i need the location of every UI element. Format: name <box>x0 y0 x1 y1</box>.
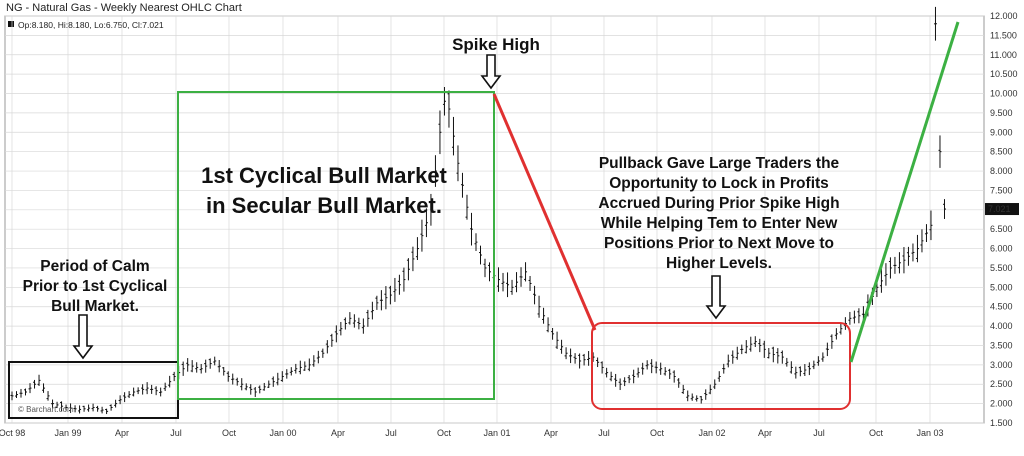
y-tick-label: 4.000 <box>990 321 1013 331</box>
y-tick-label: 8.000 <box>990 166 1013 176</box>
x-tick-label: Jan 03 <box>916 428 943 438</box>
decline-trend-line <box>492 93 597 331</box>
period-calm-label: Prior to 1st Cyclical <box>23 278 168 295</box>
x-tick-label: Jul <box>170 428 182 438</box>
x-tick-label: Oct <box>650 428 665 438</box>
x-tick-label: Apr <box>758 428 772 438</box>
x-axis: Oct 98 Jan 99 Apr Jul Oct Jan 00 Apr Jul Oct Jan … <box>0 428 944 438</box>
x-tick-label: Apr <box>331 428 345 438</box>
y-tick-label: 3.000 <box>990 360 1013 370</box>
pullback-label: Pullback Gave Large Traders the <box>599 155 840 172</box>
y-tick-label: 11.500 <box>990 30 1017 40</box>
y-tick-label: 4.500 <box>990 302 1013 312</box>
x-tick-label: Oct <box>437 428 452 438</box>
ohlc-readout: Op:8.180, Hi:8.180, Lo:6.750, Cl:7.021 <box>18 20 164 30</box>
y-tick-label: 3.500 <box>990 340 1013 350</box>
x-tick-label: Jul <box>385 428 397 438</box>
y-tick-label: 11.000 <box>990 50 1017 60</box>
y-tick-label: 9.000 <box>990 127 1013 137</box>
pullback-label: Positions Prior to Next Move to <box>604 235 834 252</box>
period-calm-label: Bull Market. <box>51 298 139 315</box>
x-tick-label: Apr <box>115 428 129 438</box>
watermark: © Barchart.com <box>18 405 74 414</box>
period-calm-label: Period of Calm <box>40 258 149 275</box>
cyclical-bull-label: 1st Cyclical Bull Market <box>201 163 447 188</box>
rally-trend-line <box>849 21 960 363</box>
y-tick-label: 10.000 <box>990 89 1018 99</box>
ohlc-bars <box>10 6 946 415</box>
y-tick-label: 6.000 <box>990 244 1013 254</box>
x-tick-label: Apr <box>544 428 558 438</box>
pullback-label: Accrued During Prior Spike High <box>598 195 839 212</box>
y-axis: 1.500 2.000 2.500 3.000 3.500 4.000 4.500 5.000… <box>985 11 1019 428</box>
cyclical-bull-label: in Secular Bull Market. <box>206 193 442 218</box>
calm-arrow-icon <box>72 314 94 360</box>
x-tick-label: Oct <box>222 428 237 438</box>
y-tick-label: 8.500 <box>990 147 1013 157</box>
chart-title: NG - Natural Gas - Weekly Nearest OHLC C… <box>6 2 242 14</box>
bull-box <box>177 91 495 400</box>
x-tick-label: Jan 02 <box>698 428 725 438</box>
pullback-label: While Helping Tem to Enter New <box>601 215 838 232</box>
x-tick-label: Jan 01 <box>483 428 510 438</box>
annotation-labels: Spike High 1st Cyclical Bull Market in Sec… <box>23 35 840 315</box>
y-tick-label: 9.500 <box>990 108 1013 118</box>
last-price-label: 7.021 <box>988 204 1011 214</box>
x-tick-label: Jul <box>813 428 825 438</box>
y-tick-label: 1.500 <box>990 418 1013 428</box>
pullback-box <box>591 322 851 410</box>
spike-arrow-icon <box>480 54 502 90</box>
x-tick-label: Jan 00 <box>269 428 296 438</box>
y-tick-label: 2.500 <box>990 379 1013 389</box>
spike-high-label: Spike High <box>452 35 540 54</box>
y-tick-label: 2.000 <box>990 399 1013 409</box>
pullback-label: Opportunity to Lock in Profits <box>609 175 829 192</box>
pullback-label: Higher Levels. <box>666 255 772 272</box>
x-tick-label: Jan 99 <box>54 428 81 438</box>
x-tick-label: Oct <box>869 428 884 438</box>
y-tick-label: 5.000 <box>990 282 1013 292</box>
y-tick-label: 12.000 <box>990 11 1018 21</box>
y-tick-label: 7.500 <box>990 185 1013 195</box>
pullback-arrow-icon <box>705 275 727 320</box>
annotation-shapes <box>8 21 960 419</box>
last-price-badge <box>985 203 1019 216</box>
y-tick-label: 5.500 <box>990 263 1013 273</box>
y-tick-label: 10.500 <box>990 69 1018 79</box>
ohlc-marker-icon <box>8 21 14 27</box>
x-tick-label: Oct 98 <box>0 428 25 438</box>
x-tick-label: Jul <box>598 428 610 438</box>
y-tick-label: 6.500 <box>990 224 1013 234</box>
